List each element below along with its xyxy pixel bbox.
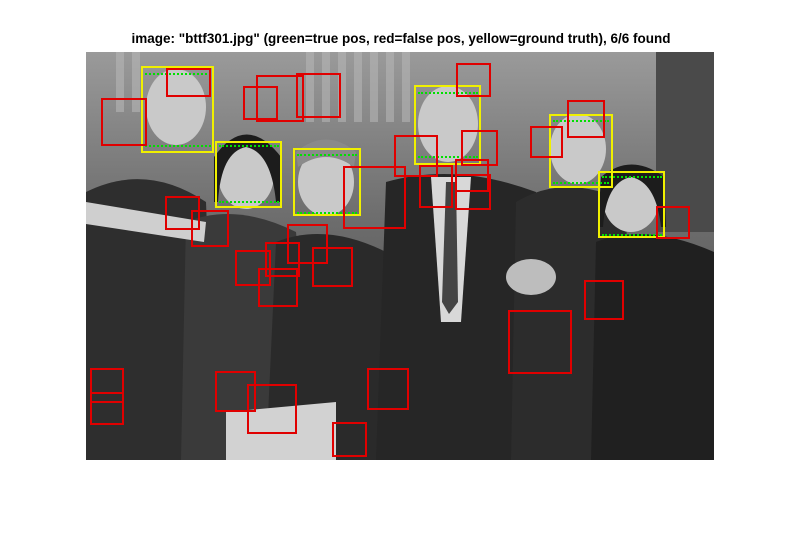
false-positive-box (394, 135, 438, 177)
false-positive-box (215, 371, 256, 412)
false-positive-box (243, 86, 278, 120)
false-positive-box (461, 130, 498, 166)
false-positive-box (567, 100, 605, 138)
true-positive-box (418, 92, 478, 158)
false-positive-box (312, 247, 353, 287)
false-positive-box (455, 159, 489, 192)
figure-title: image: "bttf301.jpg" (green=true pos, re… (131, 31, 671, 46)
false-positive-box (247, 384, 297, 434)
ground-truth-box (414, 85, 481, 165)
true-positive-box (553, 120, 609, 184)
ground-truth-box (549, 114, 613, 188)
true-positive-box (219, 145, 279, 203)
false-positive-box (90, 368, 124, 403)
false-positive-box (530, 126, 563, 158)
true-positive-box (145, 73, 211, 147)
false-positive-box (256, 75, 304, 122)
false-positive-box (166, 68, 211, 97)
ground-truth-box (215, 141, 282, 208)
false-positive-box (90, 392, 124, 425)
ground-truth-box (141, 66, 214, 153)
false-positive-box (456, 63, 491, 97)
grayscale-photo (86, 52, 714, 460)
false-positive-box (101, 98, 147, 146)
false-positive-box (265, 242, 300, 277)
false-positive-box (165, 196, 200, 230)
true-positive-box (602, 176, 662, 236)
false-positive-box (367, 368, 409, 410)
false-positive-box (584, 280, 624, 320)
false-positive-box (455, 174, 491, 210)
ground-truth-box (598, 171, 665, 238)
false-positive-box (508, 310, 572, 374)
false-positive-box (296, 73, 341, 118)
image-axes (86, 52, 714, 460)
false-positive-box (332, 422, 367, 457)
false-positive-box (191, 210, 229, 247)
true-positive-box (297, 154, 357, 214)
false-positive-box (258, 268, 298, 307)
false-positive-box (343, 166, 406, 229)
ground-truth-box (293, 148, 361, 216)
false-positive-box (419, 165, 453, 208)
false-positive-box (287, 224, 328, 264)
false-positive-box (656, 206, 690, 239)
